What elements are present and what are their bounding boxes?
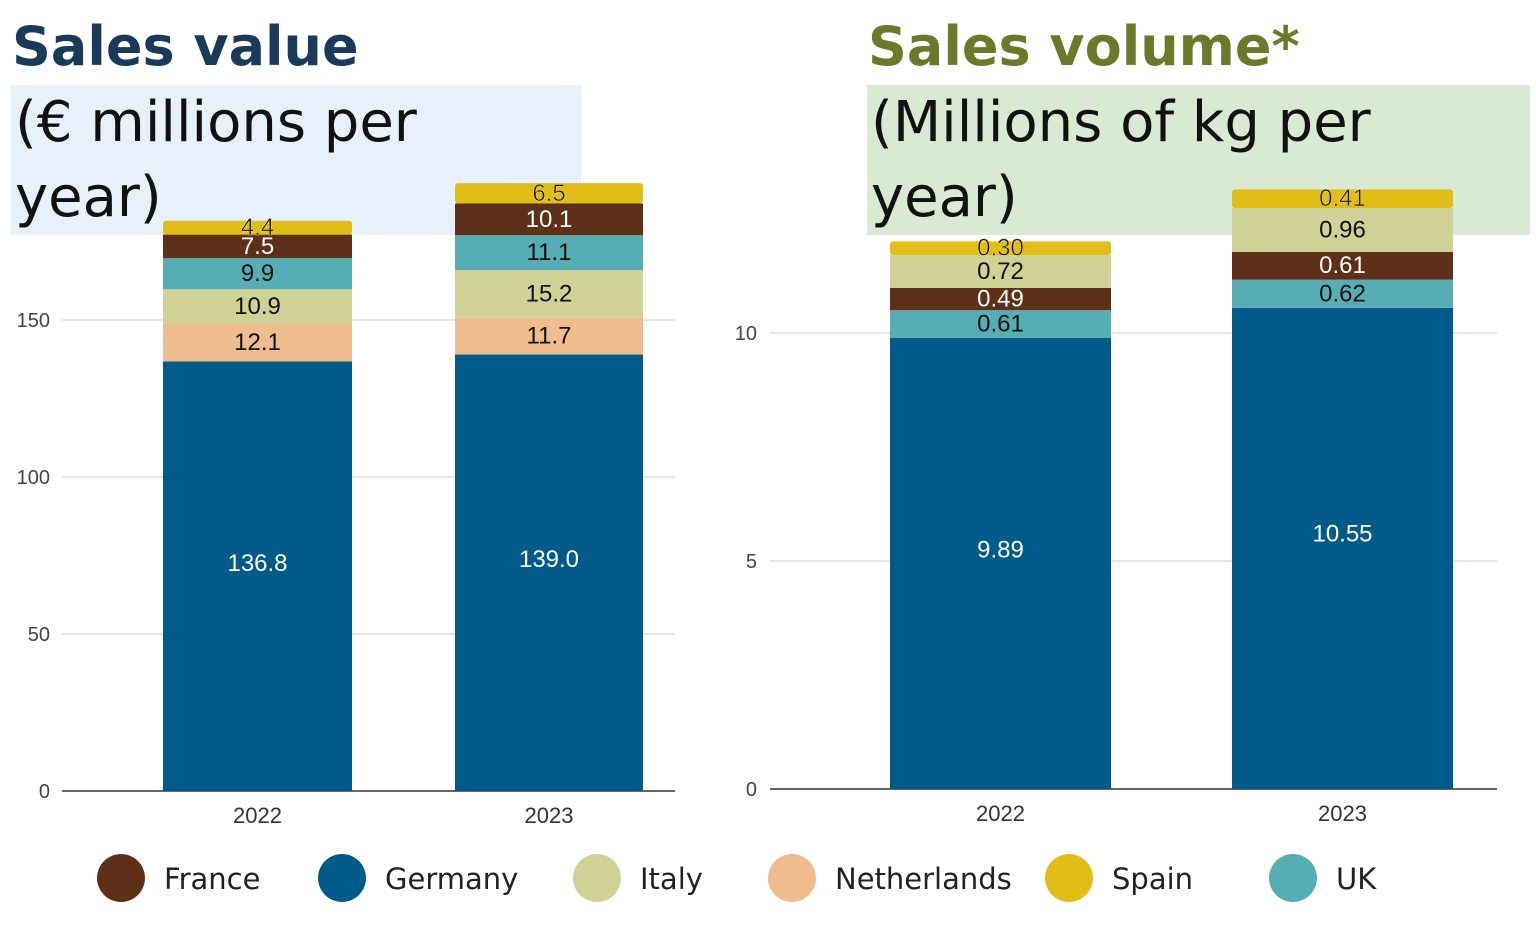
data-label: 0.62 [1319, 280, 1366, 307]
legend-label-spain: Spain [1112, 862, 1193, 896]
bar-segment-france [163, 234, 352, 259]
bar-segment-france [455, 203, 643, 236]
data-label: 136.8 [227, 550, 287, 577]
bar-segment-uk [1232, 279, 1453, 308]
data-label: 0.49 [977, 286, 1024, 313]
y-tick-label: 150 [17, 310, 50, 332]
data-label: 9.9 [241, 260, 274, 287]
data-label: 10.1 [526, 206, 573, 233]
bar-segment-uk [163, 258, 352, 290]
sales-value-title: Sales value [12, 15, 359, 78]
bar-segment-uk [890, 310, 1111, 339]
data-label: 9.89 [977, 536, 1024, 563]
data-label: 0.61 [1319, 252, 1366, 279]
bar-segment-uk [455, 235, 643, 271]
data-label: 4.4 [241, 214, 274, 241]
bar-segment-spain [163, 220, 352, 235]
legend-label-germany: Germany [385, 862, 518, 896]
bar-segment-germany [1232, 307, 1453, 789]
data-label: 139.0 [519, 546, 579, 573]
data-label: 15.2 [526, 280, 573, 307]
bar-segment-italy [1232, 208, 1453, 252]
data-label: 0.96 [1319, 216, 1366, 243]
legend-label-uk: UK [1336, 862, 1377, 896]
data-label: 6.5 [532, 180, 565, 207]
legend-marker-italy [573, 854, 621, 902]
bar-segment-italy [455, 270, 643, 318]
y-tick-label: 50 [28, 624, 50, 646]
data-label: 12.1 [234, 329, 281, 356]
x-tick-label: 2022 [233, 803, 282, 828]
y-tick-label: 10 [735, 323, 757, 345]
y-tick-label: 0 [746, 779, 757, 801]
sales-volume-title: Sales volume* [868, 15, 1300, 78]
legend-marker-netherlands [768, 854, 816, 902]
legend-label-italy: Italy [640, 862, 703, 896]
y-tick-label: 5 [746, 551, 757, 573]
bar-segment-germany [455, 354, 643, 791]
bar-segment-france [1232, 251, 1453, 280]
legend-marker-france [97, 854, 145, 902]
bar-segment-spain [890, 241, 1111, 256]
bar-segment-italy [890, 255, 1111, 288]
data-label: 7.5 [241, 233, 274, 260]
x-tick-label: 2023 [1318, 801, 1367, 826]
data-label: 11.1 [527, 239, 572, 266]
data-label: 10.9 [234, 293, 281, 320]
bar-segment-spain [1232, 189, 1453, 209]
bar-segment-netherlands [455, 317, 643, 355]
data-label: 0.72 [977, 258, 1024, 285]
data-label: 0.61 [977, 311, 1024, 338]
data-label: 0.30 [977, 235, 1024, 262]
bar-segment-spain [455, 183, 643, 204]
bar-segment-france [890, 287, 1111, 311]
bar-segment-germany [890, 338, 1111, 789]
data-label: 0.41 [1319, 185, 1366, 212]
sales-volume-subtitle: (Millions of kg per year) [867, 85, 1530, 235]
legend-label-france: France [164, 862, 260, 896]
data-label: 10.55 [1312, 521, 1372, 548]
legend-label-netherlands: Netherlands [835, 862, 1012, 896]
y-tick-label: 0 [39, 781, 50, 803]
y-tick-label: 100 [17, 467, 50, 489]
bar-segment-germany [163, 361, 352, 791]
legend-marker-spain [1045, 854, 1093, 902]
bar-segment-netherlands [163, 323, 352, 362]
legend-marker-uk [1269, 854, 1317, 902]
x-tick-label: 2023 [525, 803, 574, 828]
data-label: 11.7 [527, 323, 572, 350]
legend-marker-germany [318, 854, 366, 902]
x-tick-label: 2022 [976, 801, 1025, 826]
bar-segment-italy [163, 289, 352, 324]
